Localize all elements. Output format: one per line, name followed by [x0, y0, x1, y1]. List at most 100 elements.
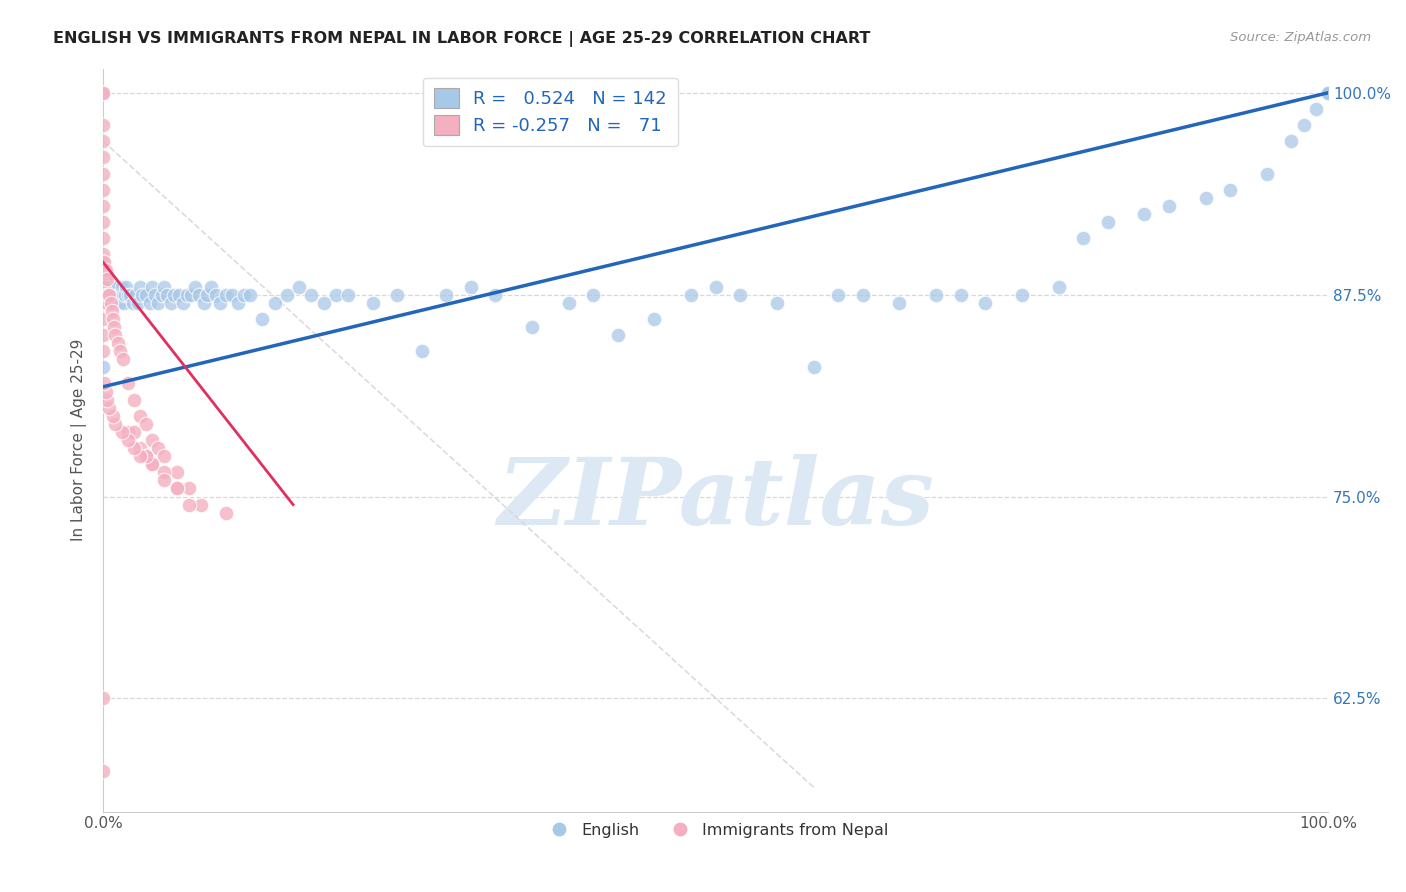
Point	[93, 287, 115, 301]
Point	[1317, 86, 1340, 100]
Point	[215, 506, 238, 520]
Point	[766, 295, 789, 310]
Point	[105, 279, 128, 293]
Point	[1317, 86, 1340, 100]
Point	[117, 433, 139, 447]
Point	[114, 287, 136, 301]
Point	[1317, 86, 1340, 100]
Point	[112, 295, 135, 310]
Point	[97, 295, 120, 310]
Point	[94, 287, 117, 301]
Point	[150, 287, 173, 301]
Text: ENGLISH VS IMMIGRANTS FROM NEPAL IN LABOR FORCE | AGE 25-29 CORRELATION CHART: ENGLISH VS IMMIGRANTS FROM NEPAL IN LABO…	[53, 31, 870, 47]
Point	[141, 457, 163, 471]
Point	[91, 86, 114, 100]
Point	[233, 287, 256, 301]
Point	[1317, 86, 1340, 100]
Point	[1317, 86, 1340, 100]
Point	[91, 360, 114, 375]
Point	[177, 498, 200, 512]
Point	[153, 449, 176, 463]
Point	[110, 425, 132, 439]
Point	[827, 287, 849, 301]
Point	[127, 295, 149, 310]
Point	[117, 287, 139, 301]
Point	[91, 247, 114, 261]
Point	[643, 311, 665, 326]
Point	[195, 287, 218, 301]
Point	[704, 279, 727, 293]
Point	[252, 311, 274, 326]
Point	[91, 287, 114, 301]
Point	[1317, 86, 1340, 100]
Point	[325, 287, 347, 301]
Point	[215, 287, 238, 301]
Point	[681, 287, 703, 301]
Point	[1011, 287, 1033, 301]
Point	[172, 295, 194, 310]
Legend: English, Immigrants from Nepal: English, Immigrants from Nepal	[537, 817, 894, 845]
Point	[97, 287, 120, 301]
Point	[124, 287, 146, 301]
Point	[520, 320, 543, 334]
Point	[1317, 86, 1340, 100]
Point	[110, 279, 132, 293]
Point	[1317, 86, 1340, 100]
Point	[91, 86, 114, 100]
Point	[135, 449, 157, 463]
Point	[100, 295, 122, 310]
Point	[166, 482, 188, 496]
Point	[1317, 86, 1340, 100]
Point	[803, 360, 825, 375]
Point	[200, 279, 222, 293]
Point	[110, 287, 132, 301]
Point	[93, 376, 115, 391]
Point	[93, 279, 115, 293]
Point	[101, 311, 124, 326]
Point	[101, 303, 124, 318]
Point	[94, 271, 117, 285]
Point	[1317, 86, 1340, 100]
Point	[606, 328, 628, 343]
Point	[91, 328, 114, 343]
Point	[111, 352, 134, 367]
Point	[104, 287, 127, 301]
Point	[484, 287, 506, 301]
Point	[1317, 86, 1340, 100]
Point	[108, 295, 131, 310]
Point	[98, 279, 121, 293]
Point	[190, 498, 212, 512]
Point	[101, 409, 124, 423]
Point	[91, 199, 114, 213]
Point	[1317, 86, 1340, 100]
Point	[460, 279, 482, 293]
Point	[208, 295, 231, 310]
Point	[107, 336, 129, 351]
Point	[96, 271, 118, 285]
Point	[1219, 183, 1241, 197]
Point	[91, 295, 114, 310]
Point	[557, 295, 579, 310]
Point	[94, 384, 117, 399]
Point	[135, 287, 157, 301]
Point	[91, 311, 114, 326]
Point	[1317, 86, 1340, 100]
Point	[1317, 86, 1340, 100]
Point	[98, 287, 121, 301]
Point	[96, 295, 118, 310]
Point	[91, 118, 114, 132]
Point	[1317, 86, 1340, 100]
Point	[1317, 86, 1340, 100]
Point	[135, 449, 157, 463]
Point	[96, 279, 118, 293]
Point	[221, 287, 243, 301]
Point	[110, 344, 132, 359]
Point	[117, 425, 139, 439]
Point	[1317, 86, 1340, 100]
Point	[1317, 86, 1340, 100]
Point	[1317, 86, 1340, 100]
Point	[91, 295, 114, 310]
Point	[361, 295, 384, 310]
Point	[1071, 231, 1094, 245]
Point	[1047, 279, 1070, 293]
